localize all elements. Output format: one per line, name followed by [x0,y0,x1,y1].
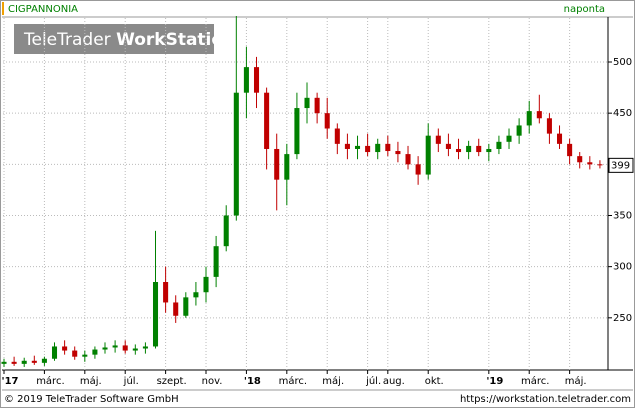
candle-body [506,135,512,142]
candle-body [425,135,431,175]
x-tick-label: márc. [36,375,64,387]
candle-body [31,360,37,363]
candle-body [92,349,98,355]
candle-body [142,346,148,349]
candle-body [385,143,391,152]
chart-title: CIGPANNONIA [8,4,78,15]
watermark: TeleTrader WorkStation [23,30,235,50]
candle-body [354,145,361,149]
watermark-a: TeleTrader [23,30,116,50]
candle-body [395,151,401,155]
candle-body [526,111,532,126]
candle-body [203,276,209,293]
candle-body [567,143,573,157]
footer-right: https://workstation.teletrader.com [460,394,631,405]
marker [2,2,4,15]
candle-body [152,282,159,347]
candle-body [183,297,189,316]
y-tick-label: 450 [613,108,632,119]
candle-body [536,111,542,119]
candle-body [173,302,179,316]
candle-body [21,360,27,364]
x-tick-label: '18 [244,376,261,387]
candle-body [274,148,280,180]
x-tick-label: okt. [425,376,444,387]
last-value-label: 399 [611,160,630,171]
x-tick-label: márc. [521,375,549,387]
candle-body [264,92,270,149]
x-tick-label: '19 [486,376,503,387]
candle-body [405,154,411,165]
candle-body [41,358,47,363]
x-tick-label: szept. [157,376,187,387]
candle-body [334,128,340,144]
candle-body [314,97,320,114]
candle-body [1,361,7,364]
y-tick-label: 250 [613,313,632,324]
candle-body [587,162,593,165]
candle-body [72,350,78,357]
candle-body [455,148,462,153]
candle-body [112,345,118,348]
candle-body [253,67,260,93]
candle-body [243,67,249,93]
candle-body [466,145,472,153]
candle-body [577,156,583,163]
candle-body [163,282,169,303]
candle-body [556,133,563,144]
y-tick-label: 300 [613,262,632,273]
candle-body [223,215,229,247]
x-tick-label: júl. [123,375,139,387]
last-value-box [608,157,634,173]
candle-body [415,164,421,175]
x-tick-label: júl. [365,375,381,387]
x-tick-label: aug. [383,376,405,387]
candle-body [375,143,381,153]
candle-body [11,361,17,364]
candle-body [132,348,138,351]
x-tick-label: máj. [565,375,587,387]
candle-body [597,164,603,166]
candle-body [294,108,300,155]
candle-body [435,135,441,144]
candle-body [365,145,371,153]
candle-body [193,292,199,298]
x-tick-label: nov. [202,376,223,387]
candle-body [516,125,522,136]
x-tick-label: márc. [279,375,307,387]
candle-body [102,347,108,350]
y-tick-label: 350 [613,210,632,221]
candle-body [546,118,552,134]
candle-body [344,143,350,149]
watermark-b: WorkStation [116,30,235,50]
candle-body [62,346,68,351]
watermark-box [14,24,214,54]
candle-body [486,148,492,153]
footer-left: © 2019 TeleTrader Software GmbH [4,394,179,405]
candle-body [82,354,88,357]
candle-body [496,141,502,149]
y-tick-label: 500 [613,57,632,68]
candle-body [284,154,290,180]
x-tick-label: máj. [80,375,102,387]
x-tick-label: '17 [2,376,19,387]
candle-body [122,345,128,351]
candle-body [476,145,482,153]
candle-body [304,97,310,109]
candle-body [324,113,330,129]
candle-body [445,143,451,149]
candle-body [51,346,58,359]
x-tick-label: máj. [322,375,344,387]
candle-body [213,246,219,277]
interval: naponta [564,4,605,15]
candle-body [233,92,239,216]
